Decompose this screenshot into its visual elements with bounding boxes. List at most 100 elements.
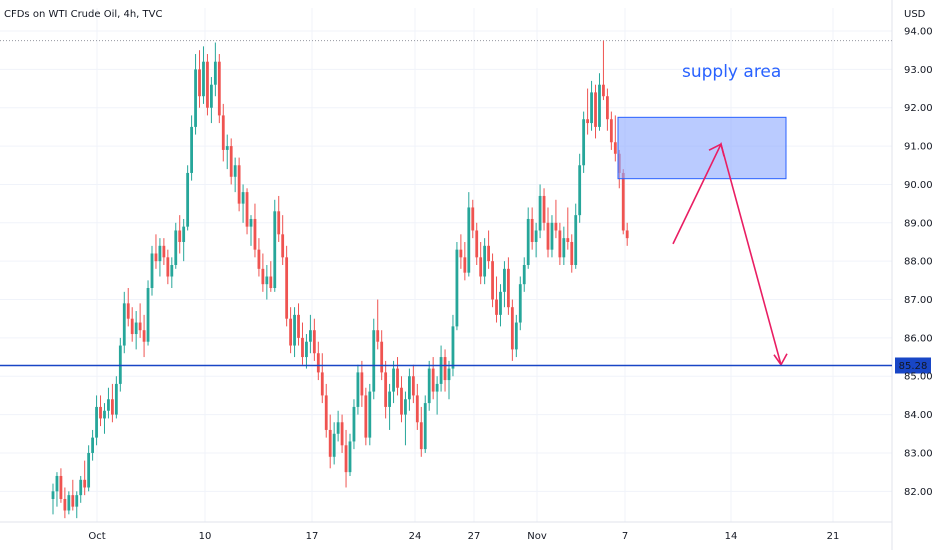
candle-body — [356, 372, 360, 407]
candle-body — [237, 165, 241, 204]
candle — [451, 314, 455, 377]
price-tick-label: 85.00 — [904, 372, 932, 383]
candle — [150, 245, 154, 296]
candle-body — [427, 368, 431, 404]
candle — [459, 234, 463, 269]
candle-body — [95, 406, 98, 438]
candle — [63, 487, 67, 519]
candle — [309, 314, 312, 354]
time-axis[interactable]: Oct 10 17 24 27 Nov 7 14 21 — [88, 531, 839, 542]
candle-body — [522, 265, 526, 285]
candle — [538, 184, 542, 239]
candle — [273, 199, 277, 292]
price-tick-label: 87.00 — [904, 295, 932, 306]
candle — [566, 207, 570, 250]
candle-body — [293, 314, 296, 346]
candle — [514, 314, 518, 358]
candle — [594, 84, 597, 139]
candle-body — [261, 268, 265, 285]
candle-body — [103, 410, 106, 419]
candle-body — [598, 84, 601, 127]
candle-body — [602, 84, 605, 97]
candle — [384, 360, 388, 419]
candle — [225, 134, 229, 170]
candle — [67, 491, 71, 515]
candle-body — [114, 383, 118, 415]
candle-body — [372, 330, 376, 392]
candle — [558, 222, 562, 265]
candle-body — [162, 245, 166, 258]
candle — [574, 203, 578, 269]
candle — [443, 349, 447, 392]
candle — [229, 138, 233, 185]
candle-body — [562, 238, 566, 258]
candle-body — [495, 299, 498, 315]
candle — [301, 322, 304, 365]
candle-body — [419, 422, 423, 450]
candle-body — [309, 330, 312, 342]
candle — [71, 479, 75, 511]
candle — [491, 253, 494, 308]
candle — [356, 364, 360, 415]
candle-body — [408, 376, 411, 400]
candle — [499, 284, 502, 327]
candle — [245, 188, 249, 235]
candle-body — [570, 241, 574, 265]
candle — [79, 475, 83, 503]
candle — [206, 54, 209, 116]
candle — [475, 222, 479, 265]
candle — [99, 395, 102, 427]
candle-body — [483, 245, 487, 277]
time-tick-label: 7 — [622, 531, 628, 542]
candle-body — [107, 399, 110, 411]
candle-body — [621, 172, 625, 231]
candle — [289, 307, 292, 354]
candle — [213, 42, 217, 97]
candle-body — [613, 142, 617, 154]
candle-body — [158, 245, 162, 262]
candle-body — [455, 249, 459, 327]
candle-body — [210, 84, 213, 108]
candle-body — [574, 215, 578, 265]
time-tick-label: 24 — [409, 531, 422, 542]
candle-body — [186, 172, 190, 227]
candle — [404, 391, 407, 446]
price-tick-label: 84.00 — [904, 410, 932, 421]
candle-body — [71, 495, 75, 507]
time-tick-label: 21 — [827, 531, 840, 542]
candle-body — [118, 345, 122, 384]
candle-body — [154, 253, 158, 262]
candle-body — [348, 441, 352, 473]
candle — [503, 261, 506, 308]
candle-body — [344, 445, 348, 473]
price-tick-label: 86.00 — [904, 333, 932, 344]
price-tick-label: 82.00 — [904, 487, 932, 498]
candle — [455, 241, 459, 331]
candle-body — [233, 165, 237, 177]
candle-body — [63, 498, 67, 511]
candle — [158, 238, 162, 277]
candle-body — [111, 399, 114, 415]
supply-area-label: supply area — [682, 62, 781, 82]
candle-body — [415, 395, 419, 423]
candle — [178, 215, 182, 254]
candle — [542, 188, 546, 231]
candle — [265, 265, 269, 300]
candle — [487, 230, 490, 269]
level-price-label: 85.28 — [899, 361, 928, 372]
supply-area-box[interactable] — [617, 116, 787, 180]
candle-body — [194, 69, 197, 127]
candle — [103, 403, 106, 434]
candle — [217, 54, 221, 124]
candle — [166, 249, 170, 285]
candle-body — [530, 218, 534, 242]
candle-body — [360, 372, 364, 396]
candle-body — [447, 368, 451, 381]
candle — [277, 195, 281, 242]
candle — [190, 115, 193, 181]
candle — [570, 234, 574, 273]
price-axis[interactable]: 82.00 83.00 84.00 85.00 86.00 87.00 88.00 89.00… — [904, 27, 932, 498]
candle-body — [324, 395, 328, 430]
candle — [55, 472, 59, 507]
